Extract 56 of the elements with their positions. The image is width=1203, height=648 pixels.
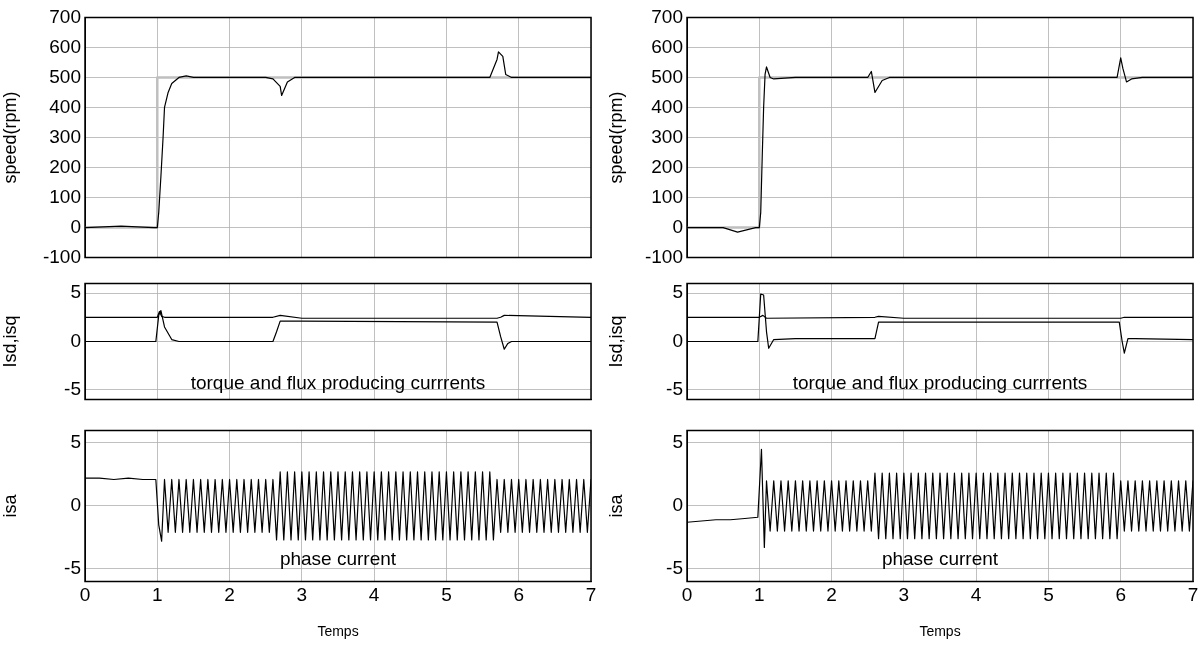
y-tick-label: 0: [672, 215, 683, 237]
y-tick-label: 700: [49, 5, 81, 27]
annotation: torque and flux producing currrents: [792, 371, 1088, 393]
x-axis-title: Temps: [317, 623, 359, 640]
y-tick-label: 200: [651, 155, 683, 177]
x-tick-label: 4: [970, 584, 982, 606]
y-tick-label: 300: [651, 125, 683, 147]
y-tick-label: 500: [651, 65, 683, 87]
y-tick-label: 200: [49, 155, 81, 177]
y-tick-label: 5: [672, 431, 683, 453]
x-tick-label: 1: [754, 584, 765, 606]
y-tick-label: 0: [70, 215, 81, 237]
y-tick-label: 5: [70, 281, 81, 303]
y-tick-label: -5: [666, 557, 683, 579]
x-tick-label: 2: [224, 584, 235, 606]
y-tick-label: 500: [49, 65, 81, 87]
x-tick-label: 5: [1043, 584, 1054, 606]
y-tick-label: 400: [651, 95, 683, 117]
annotation: phase current: [881, 548, 999, 570]
annotation: phase current: [279, 548, 397, 570]
y-tick-label: 600: [49, 35, 81, 57]
y-axis-title: Isd,isq: [0, 315, 20, 368]
y-tick-label: 0: [672, 494, 683, 516]
x-tick-label: 7: [1187, 584, 1199, 606]
y-tick-label: -100: [42, 245, 81, 267]
x-tick-label: 7: [585, 584, 597, 606]
y-tick-label: -5: [64, 378, 81, 400]
y-axis-title: isa: [0, 493, 20, 518]
y-tick-label: 5: [70, 431, 81, 453]
x-tick-label: 6: [513, 584, 524, 606]
y-tick-label: 700: [651, 5, 683, 27]
y-tick-label: 0: [672, 329, 683, 351]
x-tick-label: 5: [441, 584, 452, 606]
y-axis-title: speed(rpm): [0, 91, 20, 184]
y-axis-title: isa: [605, 493, 626, 518]
x-tick-label: 1: [152, 584, 163, 606]
y-tick-label: 5: [672, 281, 683, 303]
y-axis-title: Isd,isq: [605, 315, 626, 368]
y-tick-label: -5: [666, 378, 683, 400]
y-tick-label: -5: [64, 557, 81, 579]
y-tick-label: 0: [70, 494, 81, 516]
annotation: torque and flux producing currrents: [190, 371, 486, 393]
x-tick-label: 4: [368, 584, 380, 606]
x-tick-label: 6: [1115, 584, 1126, 606]
y-tick-label: -100: [644, 245, 683, 267]
y-tick-label: 0: [70, 329, 81, 351]
y-tick-label: 300: [49, 125, 81, 147]
x-tick-label: 3: [898, 584, 910, 606]
y-axis-title: speed(rpm): [605, 91, 626, 184]
y-tick-label: 100: [651, 185, 683, 207]
x-axis-title: Temps: [919, 623, 961, 640]
x-tick-label: 2: [826, 584, 837, 606]
y-tick-label: 100: [49, 185, 81, 207]
y-tick-label: 600: [651, 35, 683, 57]
x-tick-label: 3: [296, 584, 308, 606]
y-tick-label: 400: [49, 95, 81, 117]
